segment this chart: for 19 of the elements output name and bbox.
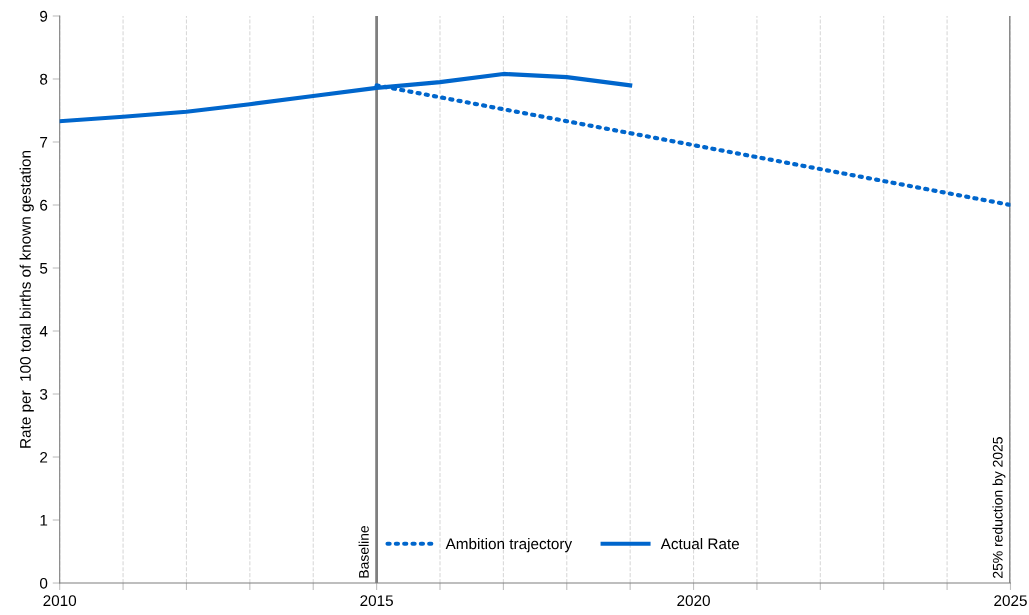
y-tick-label: 4 xyxy=(39,326,48,337)
y-tick-label: 5 xyxy=(39,263,48,274)
y-tick-label: 0 xyxy=(39,577,48,589)
y-tick-label: 6 xyxy=(40,199,48,211)
y-tick-label: 9 xyxy=(40,10,48,22)
x-tick-label: 2020 xyxy=(677,595,710,607)
x-tick-label: 2015 xyxy=(360,595,393,607)
legend-label: Ambition trajectory xyxy=(445,538,573,553)
ref-line-label: Baseline xyxy=(358,525,369,578)
ref-line-label: 25% reduction by 2025 xyxy=(992,437,1006,578)
y-axis-title: Rate per 100 total births of known gestation xyxy=(19,151,34,448)
y-tick-label: 7 xyxy=(40,137,48,148)
y-tick-label: 8 xyxy=(40,73,48,85)
x-tick-label: 2010 xyxy=(43,595,77,607)
y-tick-label: 1 xyxy=(40,515,48,526)
y-tick-label: 2 xyxy=(40,451,48,463)
legend-label: Actual Rate xyxy=(660,538,739,550)
x-tick-label: 2025 xyxy=(994,595,1027,607)
y-tick-label: 3 xyxy=(39,388,48,400)
